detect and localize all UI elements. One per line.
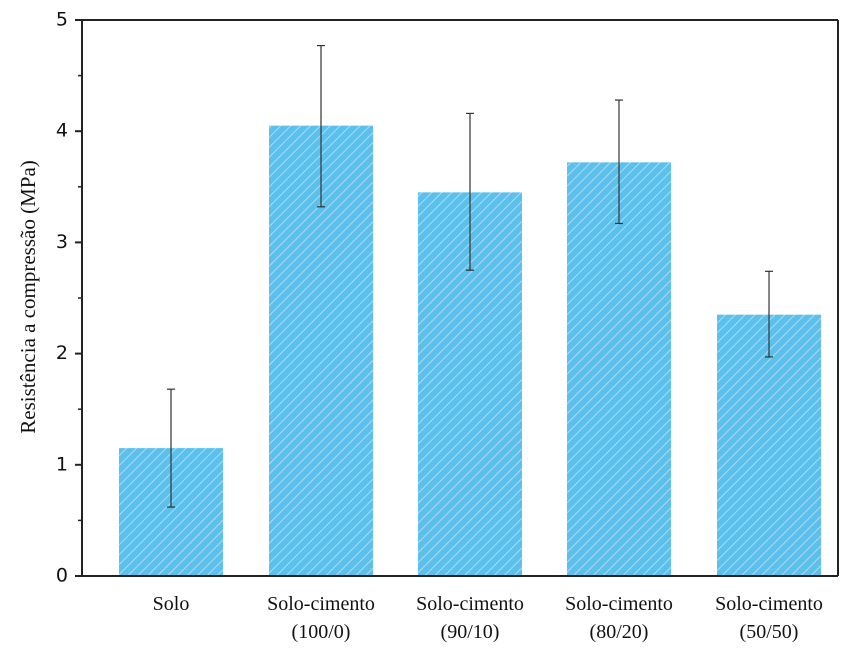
bar-4 [717,314,821,576]
y-tick-label-3: 3 [56,231,68,253]
x-tick-label-0: Solo [153,593,190,615]
y-axis-title: Resistência a compressão (MPa) [16,160,40,434]
x-tick-label-4: Solo-cimento (50/50) [715,593,823,643]
bar-3 [567,162,671,576]
y-tick-label-4: 4 [56,120,68,142]
plot-area: Solo Solo-cimento (100/0) Solo-cimento (90/1… [56,9,839,643]
x-tick-label-1: Solo-cimento (100/0) [267,593,375,643]
x-tick-label-3: Solo-cimento (80/20) [565,593,673,643]
y-tick-label-5: 5 [56,9,68,31]
x-tick-label-2: Solo-cimento (90/10) [416,593,524,643]
y-tick-label-2: 2 [56,342,68,364]
y-tick-label-0: 0 [56,565,68,587]
y-tick-label-1: 1 [56,453,68,475]
